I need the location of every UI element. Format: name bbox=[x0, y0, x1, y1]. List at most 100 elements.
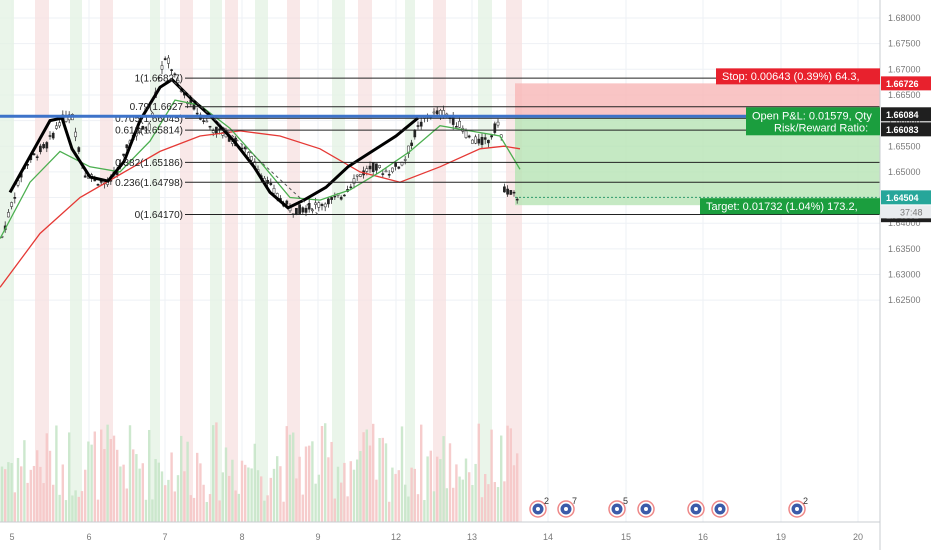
volume-bar bbox=[58, 494, 61, 522]
volume-bar bbox=[480, 497, 484, 522]
candle-body bbox=[58, 122, 61, 127]
volume-bar bbox=[93, 431, 96, 522]
candle-body bbox=[45, 142, 49, 149]
event-flag-icon[interactable]: 2 bbox=[788, 496, 808, 518]
volume-bar bbox=[288, 434, 292, 522]
event-flag-icon[interactable]: 7 bbox=[557, 496, 577, 518]
time-axis[interactable]: 5 6 7 8 9 12 13 14 15 16 19 20 bbox=[0, 521, 880, 542]
countdown-box bbox=[881, 205, 931, 219]
volume-bar bbox=[461, 479, 464, 522]
candle-body bbox=[218, 128, 221, 130]
candle-body bbox=[83, 175, 87, 178]
candle-body bbox=[39, 145, 42, 153]
volume-bar bbox=[359, 451, 362, 522]
candle-body bbox=[359, 174, 362, 177]
volume-bar bbox=[128, 425, 132, 522]
candle-body bbox=[138, 128, 141, 133]
volume-bar bbox=[122, 464, 125, 522]
candle-body bbox=[378, 165, 381, 168]
volume-bar bbox=[295, 478, 298, 522]
volume-bar bbox=[279, 466, 282, 522]
volume-bar bbox=[253, 443, 256, 522]
candle-body bbox=[365, 168, 369, 172]
candle-body bbox=[125, 144, 129, 149]
volume-bar bbox=[381, 437, 384, 522]
volume-bar bbox=[212, 425, 215, 522]
event-flag-icon[interactable] bbox=[687, 500, 705, 518]
price-tick-label: 1.62500 bbox=[888, 295, 921, 305]
candle-body bbox=[394, 163, 397, 167]
volume-bar bbox=[87, 441, 90, 522]
candle-body bbox=[163, 58, 167, 61]
volume-bar bbox=[240, 460, 244, 522]
position-tags[interactable]: Stop: 0.00643 (0.39%) 64.3, Open P&L: 0.0… bbox=[700, 68, 931, 223]
candle-body bbox=[307, 203, 311, 210]
candle-body bbox=[122, 153, 125, 156]
countdown-label: 37:48 bbox=[900, 207, 923, 217]
volume-bar bbox=[256, 470, 260, 522]
volume-bar bbox=[116, 449, 119, 522]
volume-bar bbox=[477, 423, 480, 522]
candle-body bbox=[7, 212, 10, 218]
volume-bar bbox=[160, 471, 164, 522]
candle-body bbox=[455, 126, 458, 128]
volume-bar bbox=[464, 458, 468, 522]
volume-bar bbox=[368, 445, 372, 522]
time-tick-label: 15 bbox=[621, 532, 631, 542]
fib-label: 0.705(1.66045) bbox=[115, 114, 183, 125]
volume-bar bbox=[141, 463, 144, 522]
volume-bar bbox=[500, 435, 503, 522]
event-flag-icon[interactable]: 2 bbox=[529, 496, 549, 518]
candle-body bbox=[173, 73, 177, 76]
volume-bar bbox=[23, 440, 26, 522]
volume-bar bbox=[132, 449, 135, 522]
volume-bar bbox=[452, 487, 455, 522]
volume-bar bbox=[285, 426, 288, 522]
volume-bar bbox=[509, 428, 512, 522]
volume-bar bbox=[404, 484, 407, 522]
volume-bar bbox=[343, 462, 346, 522]
volume-bar bbox=[80, 491, 84, 522]
candle-body bbox=[157, 77, 161, 79]
price-tag-label: 1.66083 bbox=[886, 125, 919, 135]
event-flag-icon[interactable] bbox=[711, 500, 729, 518]
candle-body bbox=[403, 159, 407, 161]
event-flag-icon[interactable]: 5 bbox=[608, 496, 628, 518]
volume-bar bbox=[154, 459, 157, 522]
candle-body bbox=[413, 129, 417, 138]
volume-bar bbox=[32, 465, 36, 522]
volume-bar bbox=[74, 490, 77, 522]
volume-bar bbox=[394, 473, 397, 522]
event-flag-icon[interactable] bbox=[637, 500, 655, 518]
economic-events[interactable]: 2 7 5 2 bbox=[529, 496, 808, 518]
price-tick-label: 1.65500 bbox=[888, 141, 921, 151]
volume-bar bbox=[388, 501, 391, 522]
volume-bar bbox=[61, 464, 64, 522]
volume-bar bbox=[378, 438, 381, 522]
session-band bbox=[405, 0, 415, 522]
volume-bar bbox=[250, 468, 253, 522]
volume-bar bbox=[199, 463, 202, 522]
volume-bar bbox=[420, 424, 423, 522]
candle-body bbox=[384, 170, 388, 173]
candle-body bbox=[96, 184, 100, 186]
candle-body bbox=[432, 111, 436, 114]
volume-bar bbox=[263, 500, 266, 522]
volume-bar bbox=[384, 443, 388, 522]
volume-bar bbox=[29, 469, 32, 522]
volume-bar bbox=[365, 429, 368, 522]
volume-bar bbox=[16, 457, 20, 522]
candle-body bbox=[339, 196, 343, 200]
volume-bar bbox=[484, 474, 487, 522]
candle-body bbox=[250, 156, 253, 161]
volume-bar bbox=[407, 496, 410, 522]
price-tag bbox=[881, 190, 931, 205]
volume-bar bbox=[189, 495, 192, 522]
volume-bar bbox=[458, 476, 461, 522]
candle-body bbox=[506, 188, 509, 195]
candle-body bbox=[202, 120, 205, 122]
volume-bar bbox=[416, 494, 420, 522]
event-count: 2 bbox=[544, 496, 549, 506]
candle-body bbox=[144, 128, 148, 131]
